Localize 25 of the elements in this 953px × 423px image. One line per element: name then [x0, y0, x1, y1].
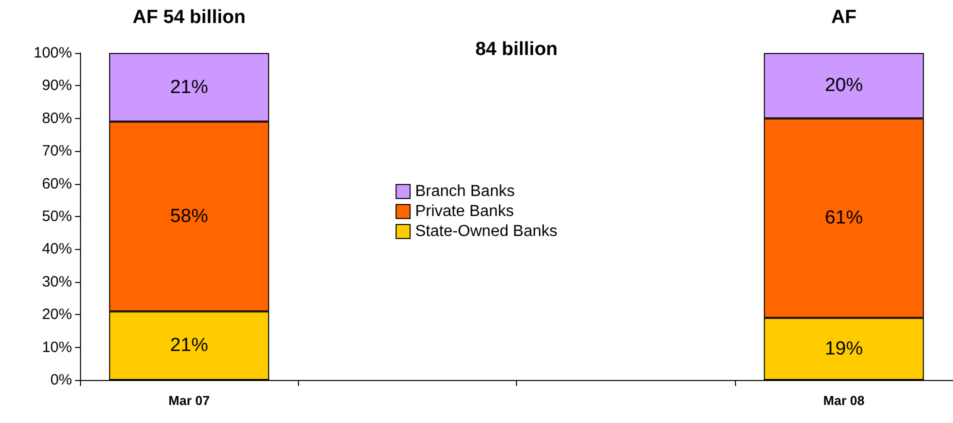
text: AF 54 billion	[132, 7, 246, 28]
y-tick-label: 100%	[34, 44, 72, 62]
y-tick-label: 10%	[42, 338, 72, 356]
data-label: 21%	[170, 335, 208, 356]
legend-label: Branch Banks	[415, 183, 515, 200]
y-tick-label: 20%	[42, 306, 72, 324]
data-label: 20%	[824, 75, 863, 96]
legend-label: State-Owned Banks	[415, 223, 558, 240]
legend-label: Private Banks	[415, 203, 514, 220]
y-tick-label: 80%	[42, 110, 72, 127]
x-tick-label: Mar 08	[823, 393, 864, 408]
y-tick-label: 60%	[42, 175, 72, 192]
x-tick-label: Mar 07	[168, 393, 210, 408]
text: AF	[831, 7, 857, 28]
y-tick-label: 0%	[50, 372, 72, 388]
data-label: 61%	[824, 208, 863, 229]
y-tick-label: 30%	[42, 273, 72, 290]
y-tick-label: 50%	[42, 208, 72, 225]
y-tick-label: 70%	[42, 142, 72, 160]
y-tick-label: 90%	[42, 77, 72, 94]
data-label: 21%	[170, 76, 208, 98]
data-label: 58%	[170, 206, 208, 227]
annotation: 84 billion	[475, 39, 558, 60]
data-label: 19%	[824, 338, 863, 360]
y-tick-label: 40%	[42, 240, 72, 258]
